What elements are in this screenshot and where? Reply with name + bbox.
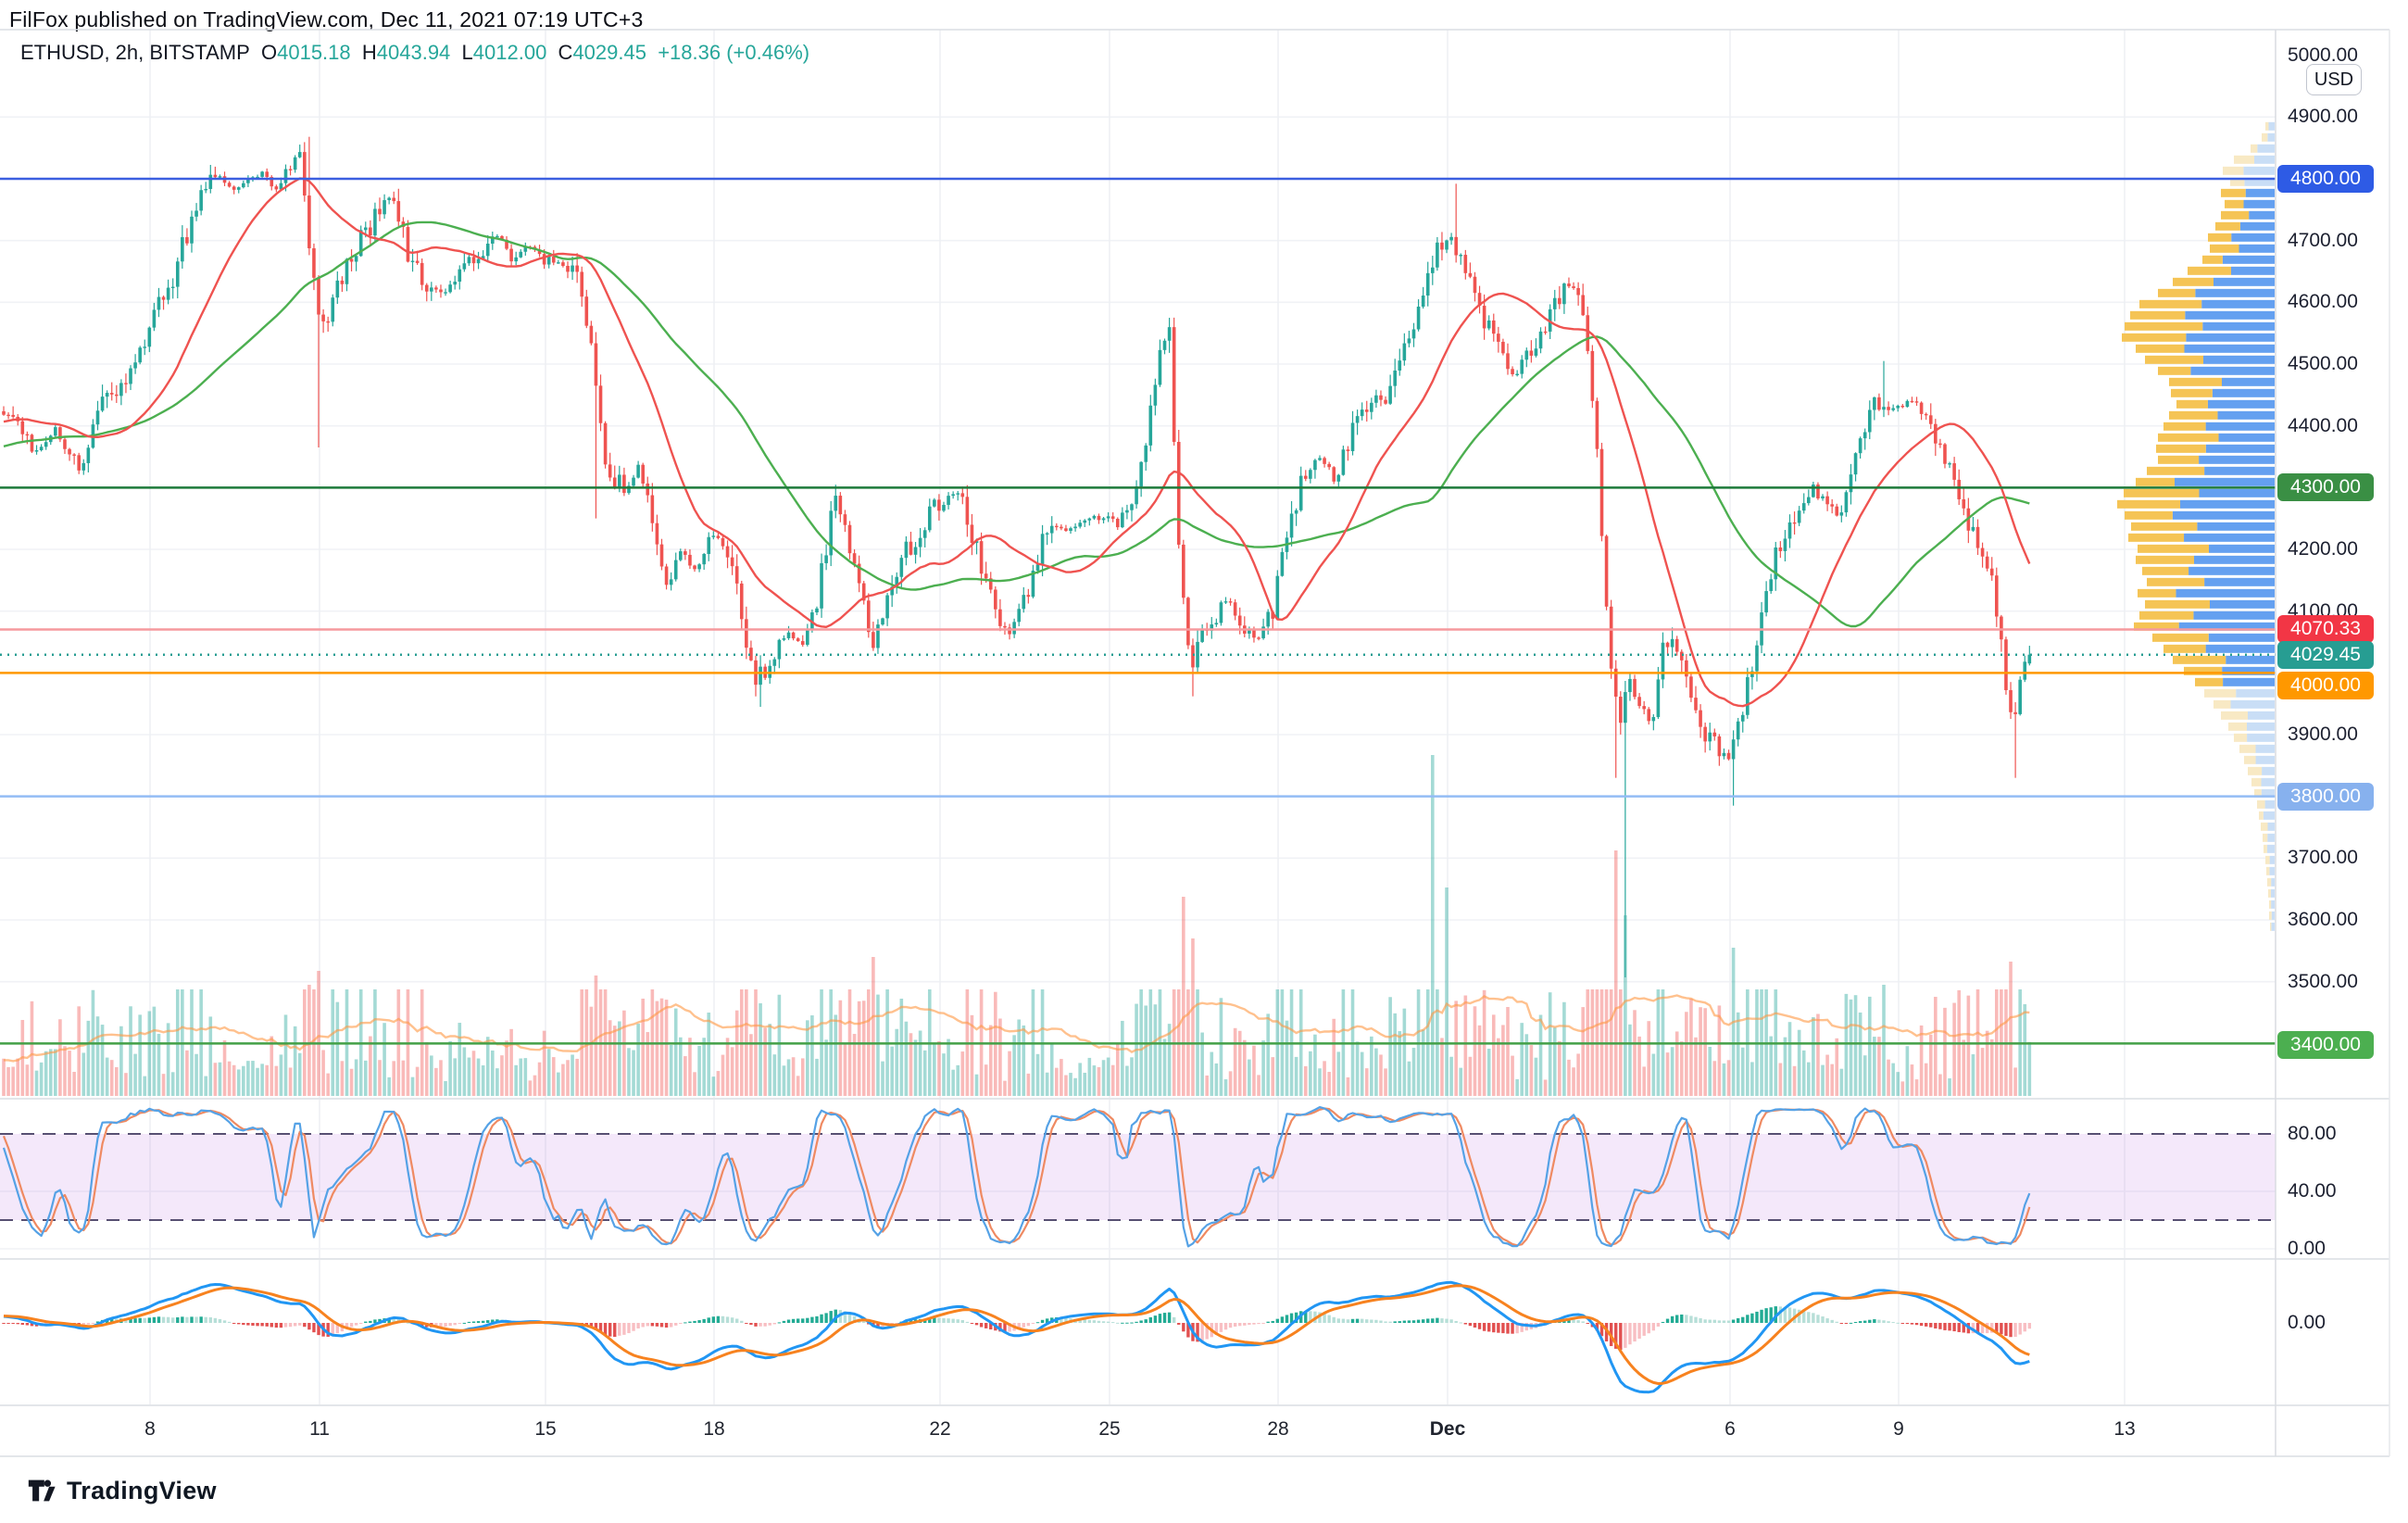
currency-toggle-button[interactable]: USD — [2306, 64, 2362, 95]
price-level-badge: 3800.00 — [2277, 783, 2374, 811]
published-note: FilFox published on TradingView.com, Dec… — [9, 7, 644, 31]
chart-legend: ETHUSD, 2h, BITSTAMP O 4015.18 H 4043.94 L… — [20, 41, 809, 65]
price-level-badge: 4300.00 — [2277, 473, 2374, 501]
date-tick-label: 13 — [2113, 1418, 2136, 1440]
close-label: C — [558, 41, 573, 64]
price-tick-label: 3700.00 — [2288, 847, 2358, 868]
open-value: 4015.18 — [277, 41, 351, 64]
close-value: 4029.45 — [572, 41, 646, 64]
date-tick-label: 25 — [1098, 1418, 1121, 1440]
date-tick-label: 22 — [929, 1418, 951, 1440]
price-tick-label: 4400.00 — [2288, 415, 2358, 436]
indicator-tick-label: 0.00 — [2288, 1238, 2326, 1259]
date-tick-label: 28 — [1267, 1418, 1289, 1440]
price-tick-label: 4500.00 — [2288, 353, 2358, 374]
price-tick-label: 4700.00 — [2288, 230, 2358, 251]
price-tick-label: 4900.00 — [2288, 106, 2358, 127]
indicator-tick-label: 40.00 — [2288, 1180, 2337, 1202]
date-tick-label: 8 — [144, 1418, 156, 1440]
price-level-badge: 4800.00 — [2277, 165, 2374, 193]
price-tick-label: 3600.00 — [2288, 909, 2358, 930]
price-level-badge: 4000.00 — [2277, 672, 2374, 699]
date-tick-label: 6 — [1724, 1418, 1736, 1440]
low-label: L — [461, 41, 473, 64]
price-tick-label: 5000.00 — [2288, 44, 2358, 66]
price-tick-label: 4600.00 — [2288, 291, 2358, 312]
symbol-title[interactable]: ETHUSD, 2h, BITSTAMP — [20, 41, 250, 64]
open-label: O — [260, 41, 278, 64]
price-level-badge: 4070.33 — [2277, 615, 2374, 643]
date-tick-label: 11 — [309, 1418, 330, 1440]
low-value: 4012.00 — [472, 41, 547, 64]
date-tick-label: 15 — [534, 1418, 557, 1440]
date-tick-label: Dec — [1429, 1418, 1466, 1440]
price-level-badge: 4029.45 — [2277, 641, 2374, 669]
high-value: 4043.94 — [376, 41, 451, 64]
tradingview-logo-icon — [28, 1479, 56, 1502]
price-level-badge: 3400.00 — [2277, 1031, 2374, 1059]
tradingview-logo[interactable]: TradingView — [26, 1475, 217, 1506]
indicator-tick-label: 0.00 — [2288, 1312, 2326, 1333]
price-tick-label: 3900.00 — [2288, 724, 2358, 745]
price-tick-label: 4200.00 — [2288, 538, 2358, 560]
high-label: H — [361, 41, 377, 64]
price-tick-label: 3500.00 — [2288, 971, 2358, 992]
change-value: +18.36 (+0.46%) — [658, 41, 810, 64]
date-tick-label: 9 — [1893, 1418, 1904, 1440]
date-tick-label: 18 — [703, 1418, 725, 1440]
indicator-tick-label: 80.00 — [2288, 1123, 2337, 1144]
tradingview-logo-text: TradingView — [67, 1476, 217, 1504]
